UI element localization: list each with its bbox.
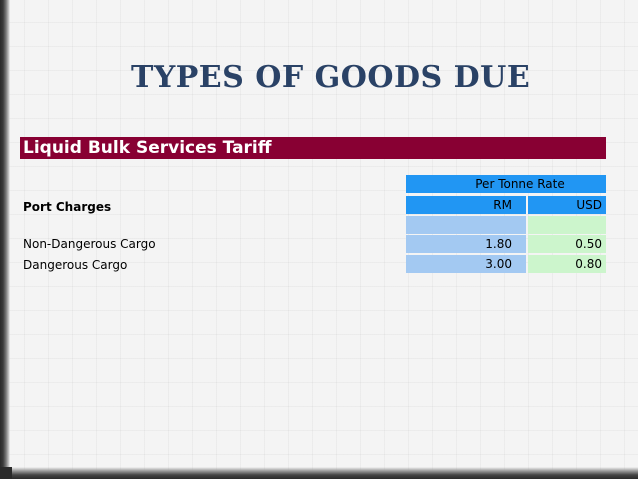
tariff-table: Liquid Bulk Services Tariff Per Tonne Ra… [20,137,610,277]
slide-corner [0,467,12,479]
table-row-label: Non-Dangerous Cargo [23,237,156,251]
usd-spacer-cell [528,216,606,234]
usd-column-header: USD [528,196,606,214]
slide-left-edge [0,0,10,479]
port-charges-label: Port Charges [23,200,112,214]
rm-spacer-cell [406,216,526,234]
rm-rate-cell: 1.80 [406,235,526,253]
rm-rate-cell: 3.00 [406,255,526,273]
table-row-label: Dangerous Cargo [23,258,128,272]
tariff-banner: Liquid Bulk Services Tariff [20,137,606,159]
usd-rate-cell: 0.50 [528,235,606,253]
slide-title: TYPES OF GOODS DUE [131,60,531,95]
rm-column-header: RM [406,196,526,214]
usd-rate-cell: 0.80 [528,255,606,273]
slide-bottom-edge [0,467,638,479]
per-tonne-rate-header: Per Tonne Rate [406,175,606,193]
